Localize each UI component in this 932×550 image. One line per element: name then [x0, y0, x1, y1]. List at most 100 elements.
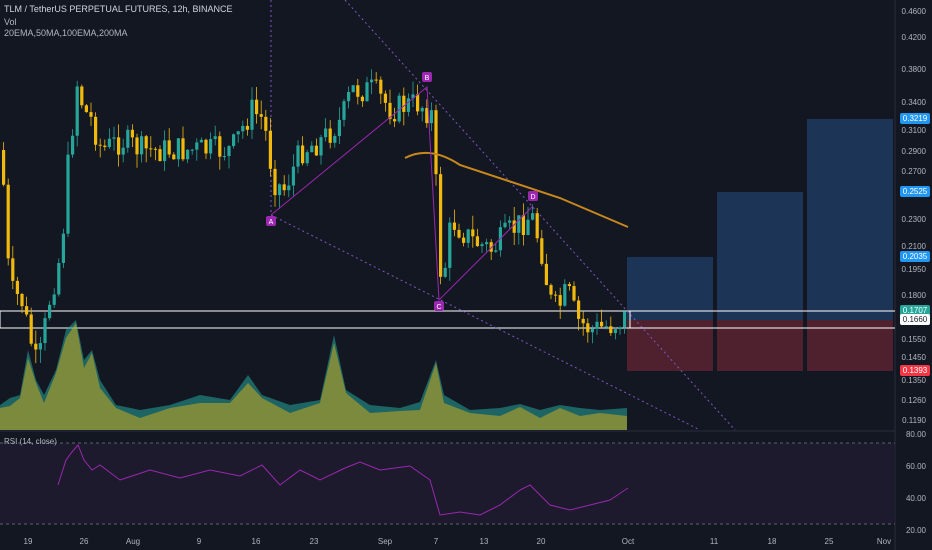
candle-body	[213, 136, 217, 140]
price-axis-label: 0.1450	[901, 353, 926, 362]
candle-body	[347, 92, 351, 102]
candle-body	[135, 137, 139, 155]
candle-body	[480, 244, 484, 247]
candle-body	[521, 215, 525, 236]
rsi-line	[57, 444, 629, 516]
candle-body	[595, 321, 599, 329]
price-axis-label: 0.1800	[901, 291, 926, 300]
candle-body	[328, 128, 332, 143]
time-axis-label: Oct	[621, 537, 635, 546]
time-axis-label: 19	[23, 537, 33, 546]
candle-body	[356, 85, 360, 97]
wedge-upper-line	[344, 0, 736, 431]
chart-title: TLM / TetherUS PERPETUAL FUTURES, 12h, B…	[4, 4, 233, 14]
price-axis-label: 0.1260	[901, 396, 926, 405]
candle-body	[149, 148, 153, 150]
pattern-point-d	[528, 191, 538, 201]
candle-body	[11, 258, 15, 281]
candle-body	[61, 233, 65, 263]
candle-body	[333, 136, 337, 143]
candle-body	[278, 184, 282, 196]
candle-body	[66, 154, 70, 234]
candle-body	[402, 95, 406, 112]
candle-body	[443, 267, 447, 277]
candle-body	[245, 125, 249, 130]
rsi-axis-label: 40.00	[905, 494, 926, 503]
price-tag: 0.3219	[900, 113, 930, 124]
candle-body	[227, 146, 231, 157]
candle-body	[218, 136, 222, 157]
abcd-pattern	[270, 85, 534, 302]
candle-body	[517, 215, 521, 233]
candle-body	[411, 94, 415, 99]
pattern-point-label: B	[425, 75, 430, 82]
candle-body	[544, 263, 548, 286]
candle-body	[282, 184, 286, 191]
candle-body	[485, 242, 489, 245]
target-zone-1	[627, 257, 713, 320]
candle-body	[186, 149, 190, 160]
candle-body	[600, 321, 604, 327]
time-axis-label: Sep	[377, 537, 393, 546]
support-box	[0, 310, 631, 329]
candle-body	[452, 222, 456, 230]
candle-body	[126, 129, 130, 148]
candle-body	[609, 326, 613, 334]
candle-body	[75, 86, 79, 136]
price-tag: 0.2525	[900, 186, 930, 197]
candle-body	[310, 145, 314, 153]
pattern-point-label: A	[269, 219, 274, 226]
candle-body	[577, 300, 581, 319]
price-axis-label: 0.1190	[902, 416, 926, 425]
candle-body	[429, 110, 433, 124]
candle-body	[57, 262, 61, 295]
candle-body	[98, 144, 102, 146]
candle-body	[121, 147, 125, 155]
candle-body	[370, 79, 374, 83]
candle-body	[448, 222, 452, 268]
candle-body	[236, 131, 240, 135]
candle-body	[406, 98, 410, 112]
volume-area-sell	[0, 323, 627, 430]
candle-body	[52, 294, 56, 305]
candle-body	[535, 213, 539, 239]
candle-body	[558, 295, 562, 306]
candle-body	[416, 94, 420, 112]
candle-body	[291, 166, 295, 186]
candle-body	[241, 125, 245, 132]
candle-body	[337, 119, 341, 137]
candle-body	[130, 129, 134, 138]
candle-body	[475, 236, 479, 247]
candle-body	[112, 137, 116, 139]
price-tag: 0.1660	[900, 314, 930, 325]
time-axis-label: 16	[251, 537, 261, 546]
candle-body	[153, 148, 157, 150]
time-axis-label: 23	[309, 537, 319, 546]
pattern-point-c	[434, 301, 444, 311]
target-zone-3	[807, 119, 893, 320]
rsi-band	[0, 443, 895, 524]
candle-body	[232, 134, 236, 147]
price-axis-label: 0.4200	[901, 33, 926, 42]
candle-body	[38, 343, 42, 350]
candle-body	[581, 318, 585, 324]
candle-body	[471, 229, 475, 237]
candle-body	[590, 328, 594, 333]
candle-body	[190, 149, 194, 151]
candle-body	[572, 286, 576, 301]
candle-body	[613, 329, 617, 334]
pattern-point-label: C	[436, 304, 441, 311]
candle-body	[273, 168, 277, 196]
candle-body	[393, 119, 397, 122]
price-axis-label: 0.2900	[901, 147, 926, 156]
candle-body	[512, 220, 516, 233]
candle-body	[264, 116, 268, 131]
candle-body	[222, 156, 226, 158]
pattern-point-label: D	[530, 194, 535, 201]
candle-body	[623, 311, 627, 328]
time-axis-label: Aug	[125, 537, 141, 546]
rsi-axis-label: 80.00	[905, 430, 926, 439]
price-axis-label: 0.1350	[901, 376, 926, 385]
candle-body	[15, 280, 19, 295]
